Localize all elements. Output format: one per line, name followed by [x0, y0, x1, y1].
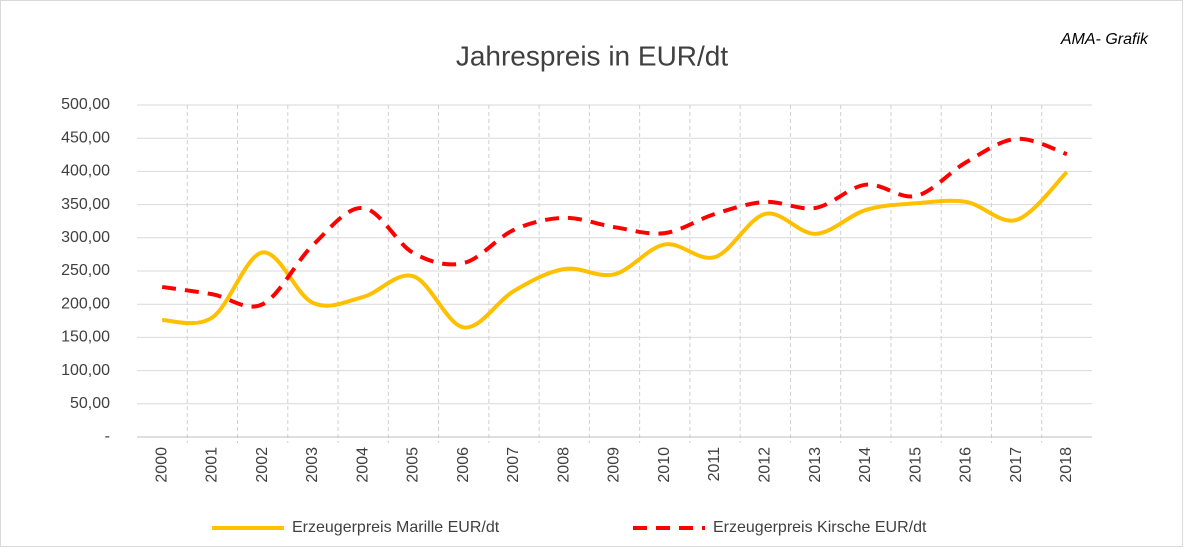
y-tick-label: 50,00: [70, 395, 110, 412]
x-tick-label: 2006: [455, 447, 472, 483]
y-tick-label: 500,00: [61, 96, 110, 113]
x-tick-label: 2014: [857, 447, 874, 483]
legend-label: Erzeugerpreis Marille EUR/dt: [292, 519, 500, 536]
x-tick-label: 2015: [907, 447, 924, 483]
x-tick-label: 2013: [807, 447, 824, 483]
x-tick-label: 2018: [1058, 447, 1075, 483]
y-tick-label: 100,00: [61, 362, 110, 379]
y-tick-label: 350,00: [61, 196, 110, 213]
y-tick-label: 250,00: [61, 262, 110, 279]
chart-title: Jahrespreis in EUR/dt: [456, 40, 729, 71]
y-tick-label: 300,00: [61, 229, 110, 246]
x-tick-label: 2002: [254, 447, 271, 483]
x-tick-label: 2010: [656, 447, 673, 483]
y-tick-label: 450,00: [61, 129, 110, 146]
legend-label: Erzeugerpreis Kirsche EUR/dt: [713, 519, 927, 536]
x-tick-label: 2011: [706, 447, 723, 482]
x-tick-label: 2007: [505, 447, 522, 483]
annotation: AMA- Grafik: [1060, 31, 1149, 48]
x-tick-label: 2012: [757, 447, 774, 483]
y-tick-label: -: [105, 428, 110, 445]
y-tick-label: 400,00: [61, 163, 110, 180]
y-tick-label: 200,00: [61, 295, 110, 312]
x-tick-label: 2001: [204, 447, 221, 483]
x-tick-label: 2008: [555, 447, 572, 483]
x-tick-label: 2009: [606, 447, 623, 483]
x-tick-label: 2016: [958, 447, 975, 483]
x-tick-label: 2005: [405, 447, 422, 483]
x-tick-label: 2004: [354, 447, 371, 483]
series-line: [162, 170, 1069, 330]
x-tick-label: 2003: [304, 447, 321, 483]
y-tick-label: 150,00: [61, 329, 110, 346]
x-tick-label: 2017: [1008, 447, 1025, 483]
x-tick-label: 2000: [153, 447, 170, 483]
